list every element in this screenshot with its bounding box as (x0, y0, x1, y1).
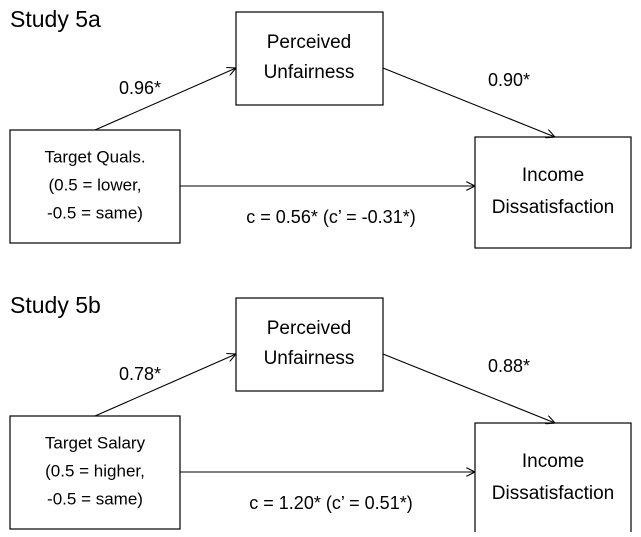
path-c-label: c = 1.20* (c’ = 0.51*) (249, 493, 412, 513)
arrow-b (382, 67, 555, 137)
outcome-box (474, 136, 632, 249)
study-title: Study 5b (10, 292, 101, 318)
path-b-label: 0.90* (488, 70, 530, 90)
mediator-label: Perceived (267, 318, 352, 339)
predictor-label: (0.5 = higher, (45, 461, 145, 480)
outcome-box (474, 422, 632, 535)
arrow-a (94, 68, 236, 131)
predictor-label: Target Salary (45, 433, 146, 452)
mediator-label: Unfairness (264, 348, 355, 369)
outcome-label: Dissatisfaction (492, 483, 615, 504)
arrow-b (382, 353, 555, 423)
outcome-label: Income (522, 165, 584, 186)
predictor-label: (0.5 = lower, (48, 175, 141, 194)
mediator-label: Unfairness (264, 62, 355, 83)
mediator-label: Perceived (267, 32, 352, 53)
outcome-label: Dissatisfaction (492, 197, 615, 218)
study-title: Study 5a (10, 6, 101, 32)
predictor-label: Target Quals. (44, 147, 145, 166)
path-a-label: 0.78* (119, 364, 161, 384)
mediator-box (235, 297, 384, 392)
arrow-a (94, 354, 236, 417)
outcome-label: Income (522, 451, 584, 472)
path-b-label: 0.88* (488, 356, 530, 376)
path-c-label: c = 0.56* (c’ = -0.31*) (246, 207, 415, 227)
mediator-box (235, 11, 384, 106)
predictor-label: -0.5 = same) (47, 489, 143, 508)
predictor-label: -0.5 = same) (47, 203, 143, 222)
predictor-box (9, 129, 181, 244)
path-a-label: 0.96* (119, 78, 161, 98)
